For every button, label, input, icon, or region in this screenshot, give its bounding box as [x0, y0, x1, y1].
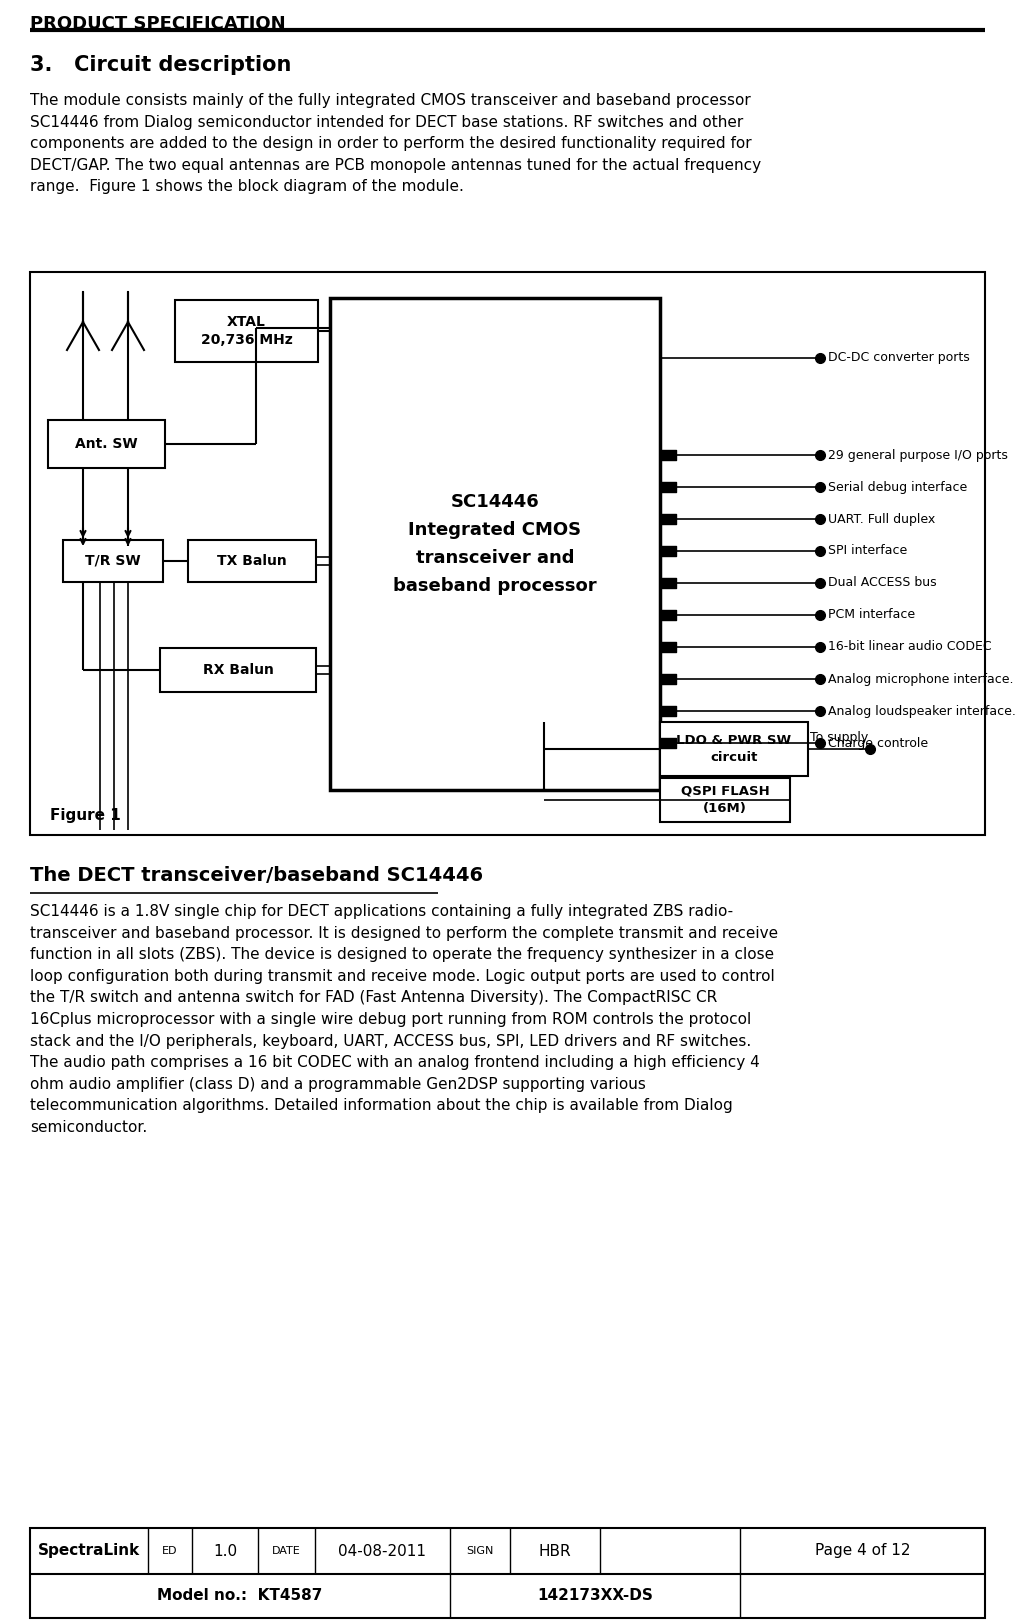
Text: Serial debug interface: Serial debug interface [828, 480, 967, 493]
Bar [48, 420, 165, 469]
Text: Page 4 of 12: Page 4 of 12 [815, 1544, 910, 1559]
Bar [660, 779, 790, 822]
Text: SpectraLink: SpectraLink [38, 1544, 140, 1559]
Text: SC14446
Integrated CMOS
transceiver and
baseband processor: SC14446 Integrated CMOS transceiver and … [393, 493, 597, 595]
Text: T/R SW: T/R SW [85, 555, 141, 568]
Text: To supply: To supply [810, 732, 868, 744]
Text: Model no.:  KT4587: Model no.: KT4587 [157, 1588, 323, 1604]
Text: HBR: HBR [539, 1544, 571, 1559]
Bar [175, 300, 318, 362]
Text: 16-bit linear audio CODEC: 16-bit linear audio CODEC [828, 641, 992, 654]
Text: Dual ACCESS bus: Dual ACCESS bus [828, 576, 937, 589]
Text: PCM interface: PCM interface [828, 608, 916, 621]
Text: ED: ED [162, 1546, 178, 1555]
Text: UART. Full duplex: UART. Full duplex [828, 513, 935, 526]
Text: 142173XX-DS: 142173XX-DS [537, 1588, 653, 1604]
Bar [30, 272, 985, 835]
Bar [188, 540, 316, 582]
Bar [160, 649, 316, 693]
Text: Analog microphone interface.: Analog microphone interface. [828, 673, 1014, 686]
Text: 3.   Circuit description: 3. Circuit description [30, 55, 291, 75]
Text: Ant. SW: Ant. SW [75, 436, 138, 451]
Text: SC14446 is a 1.8V single chip for DECT applications containing a fully integrate: SC14446 is a 1.8V single chip for DECT a… [30, 903, 779, 1135]
Text: QSPI FLASH
(16M): QSPI FLASH (16M) [681, 785, 769, 814]
Text: Analog loudspeaker interface.: Analog loudspeaker interface. [828, 704, 1015, 717]
Text: PRODUCT SPECIFICATION: PRODUCT SPECIFICATION [30, 15, 285, 32]
Text: TX Balun: TX Balun [217, 555, 287, 568]
Bar [63, 540, 163, 582]
Text: DATE: DATE [272, 1546, 300, 1555]
Text: SPI interface: SPI interface [828, 545, 907, 558]
Text: Charge controle: Charge controle [828, 736, 928, 749]
Text: The DECT transceiver/baseband SC14446: The DECT transceiver/baseband SC14446 [30, 866, 483, 886]
Text: SIGN: SIGN [466, 1546, 493, 1555]
Text: 29 general purpose I/O ports: 29 general purpose I/O ports [828, 449, 1008, 462]
Text: The module consists mainly of the fully integrated CMOS transceiver and baseband: The module consists mainly of the fully … [30, 92, 761, 195]
Bar [30, 1528, 985, 1619]
Bar [660, 722, 808, 775]
Text: 04-08-2011: 04-08-2011 [338, 1544, 426, 1559]
Text: Figure 1: Figure 1 [50, 808, 121, 822]
Text: DC-DC converter ports: DC-DC converter ports [828, 352, 969, 365]
Text: XTAL
20,736 MHz: XTAL 20,736 MHz [201, 315, 292, 347]
Text: RX Balun: RX Balun [203, 663, 273, 676]
Bar [330, 298, 660, 790]
Text: 1.0: 1.0 [213, 1544, 238, 1559]
Text: LDO & PWR SW
circuit: LDO & PWR SW circuit [676, 735, 792, 764]
